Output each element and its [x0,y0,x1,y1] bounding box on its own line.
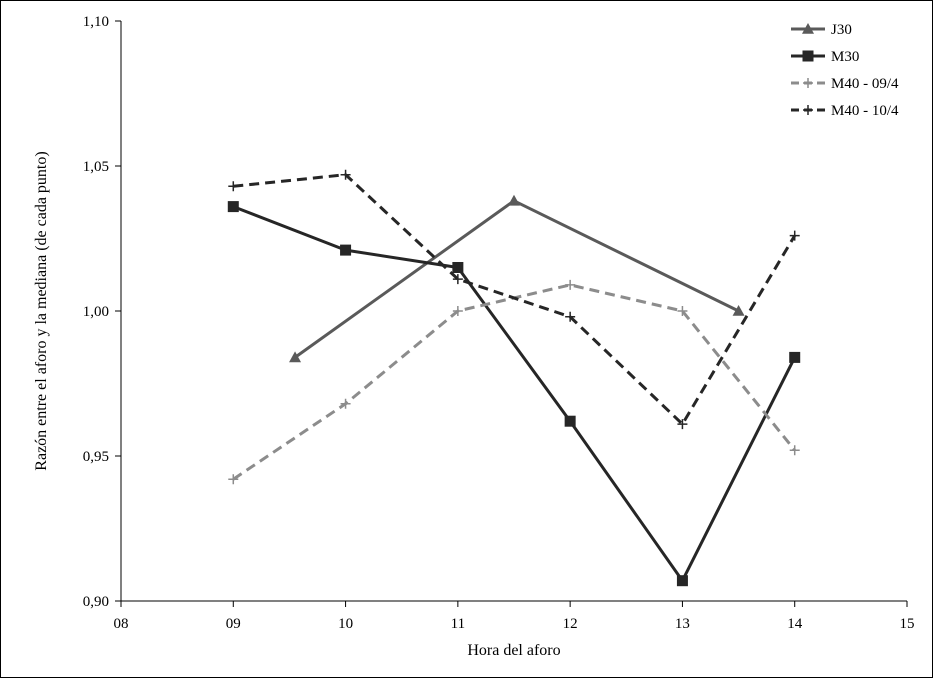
legend-label: M40 - 10/4 [831,103,899,119]
data-point [340,169,351,180]
legend-swatch-marker [803,105,813,115]
data-point [228,474,239,485]
data-point [227,201,239,213]
data-point [789,445,800,456]
data-point [677,306,688,316]
data-point [676,575,688,587]
y-tick-label: 1,05 [83,159,109,175]
legend-label: M40 - 09/4 [831,76,899,92]
series-line [232,205,797,583]
data-point [565,311,576,322]
legend-entry: M40 - 10/4 [791,103,899,119]
x-tick-label: 15 [900,616,915,632]
y-tick-label: 1,10 [83,14,109,30]
legend-swatch-marker [802,23,814,34]
legend-label: J30 [831,22,852,38]
x-ticks: 08 09 10 11 12 13 14 15 [114,601,915,632]
data-point [789,351,801,363]
x-tick-label: 14 [787,616,803,632]
y-ticks: 0,90 0,95 1,00 1,05 1,10 [83,14,121,610]
legend-label: M30 [831,49,859,65]
data-point [452,262,464,273]
series-layer [227,169,801,587]
data-point [340,244,352,256]
x-tick-label: 10 [338,616,353,632]
data-point [289,351,302,363]
legend-swatch-marker [802,50,814,62]
x-axis-title: Hora del aforo [467,642,560,659]
x-tick-label: 08 [114,616,129,632]
x-tick-label: 09 [226,616,241,632]
series-3 [228,279,800,485]
y-tick-label: 0,90 [83,594,109,610]
legend-entry: M40 - 09/4 [791,76,899,92]
data-point [564,415,576,427]
series-1 [289,194,745,363]
legend-entry: M30 [791,49,859,65]
series-2 [227,201,801,587]
x-tick-label: 11 [451,616,465,632]
legend: J30 M30 M40 - 09/4 M40 - 10/4 [791,22,899,119]
data-point [340,398,351,409]
series-4 [228,169,800,430]
x-tick-label: 12 [563,616,578,632]
data-point [732,305,745,316]
y-tick-label: 1,00 [83,304,109,320]
y-axis-title: Razón entre el aforo y la mediana (de ca… [33,151,50,470]
series-line [294,199,740,359]
legend-entry: J30 [791,22,852,38]
data-point [565,279,576,290]
data-point [677,419,688,430]
data-point [228,181,239,192]
legend-swatch-marker [803,78,813,88]
data-point [508,194,520,206]
series-line [233,173,797,426]
data-point [452,274,463,285]
x-tick-label: 13 [675,616,690,632]
data-point [452,306,463,316]
y-tick-label: 0,95 [83,449,109,465]
axes: 08 09 10 11 12 13 14 15 0,90 0,95 1,00 1,05 1,10 [83,14,915,632]
data-point [789,230,800,241]
series-line [232,283,796,481]
